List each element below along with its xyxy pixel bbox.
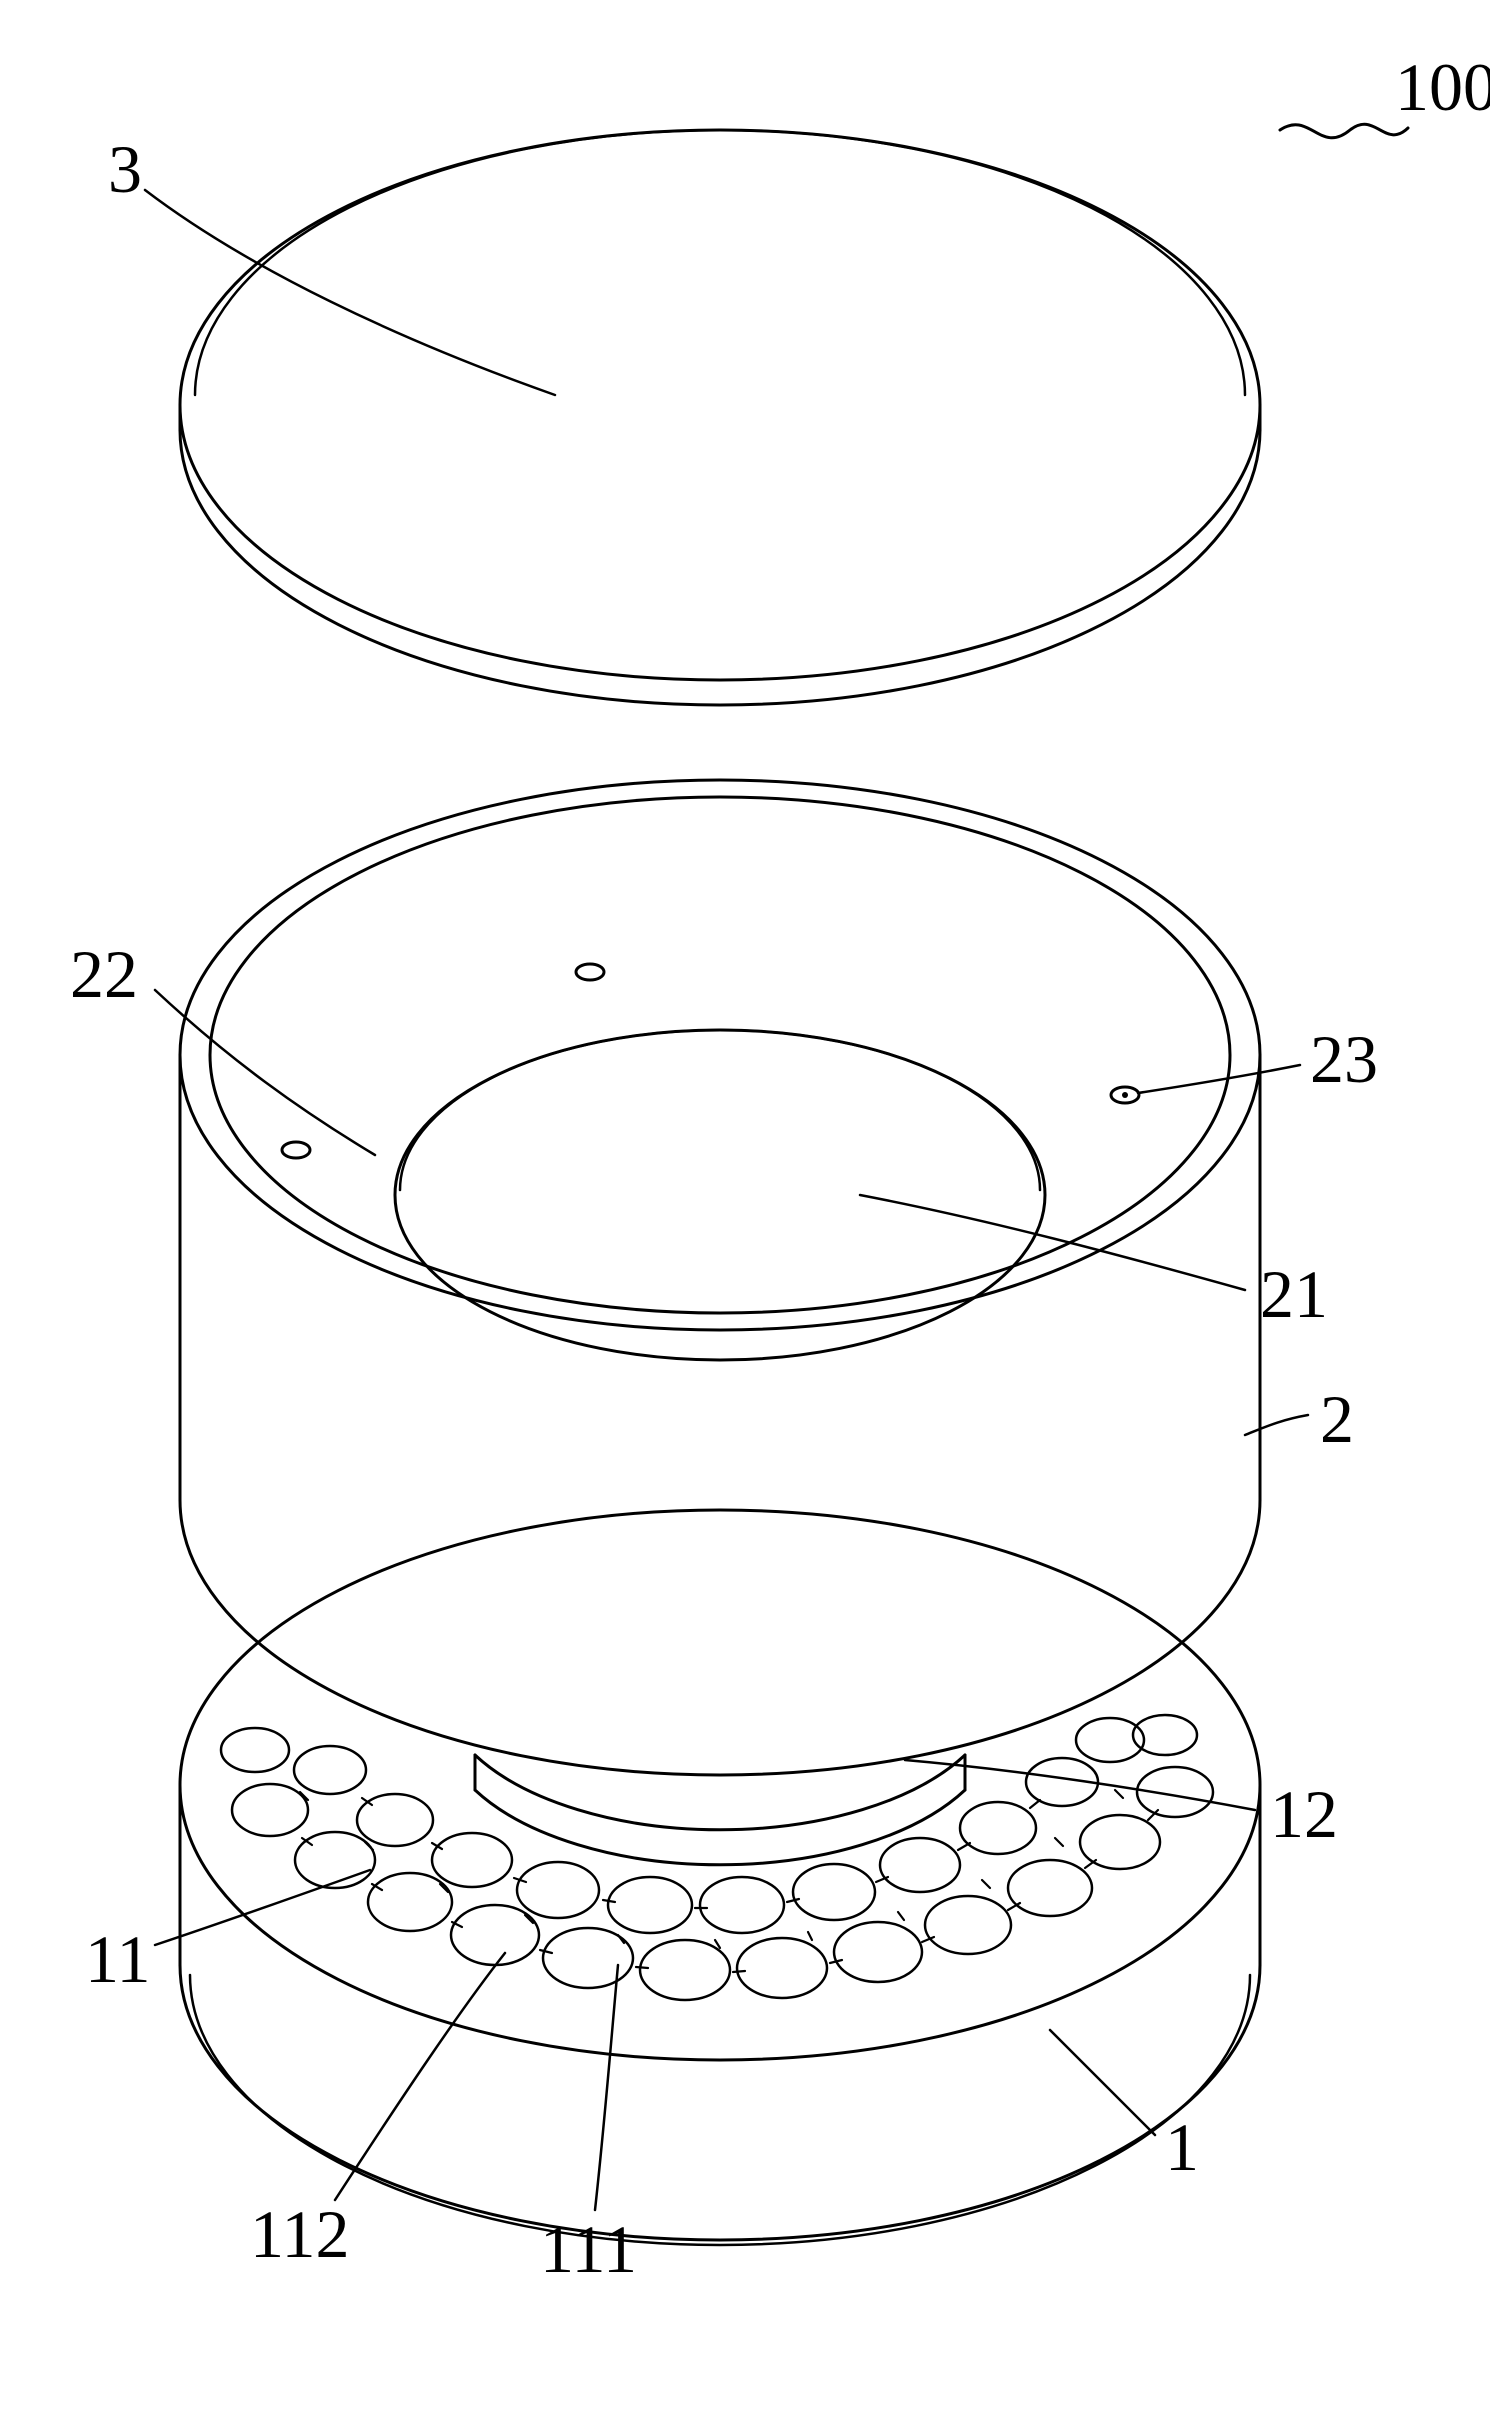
label-2: 2 [1320, 1380, 1354, 1459]
label-22: 22 [70, 935, 138, 1014]
label-11: 11 [85, 1920, 150, 1999]
label-12: 12 [1270, 1775, 1338, 1854]
exploded-diagram [0, 0, 1490, 2424]
label-1: 1 [1165, 2108, 1199, 2187]
label-100: 100 [1395, 48, 1490, 127]
label-111: 111 [540, 2210, 637, 2289]
label-21: 21 [1260, 1255, 1328, 1334]
label-3: 3 [108, 130, 142, 209]
label-23: 23 [1310, 1020, 1378, 1099]
label-112: 112 [250, 2195, 349, 2274]
